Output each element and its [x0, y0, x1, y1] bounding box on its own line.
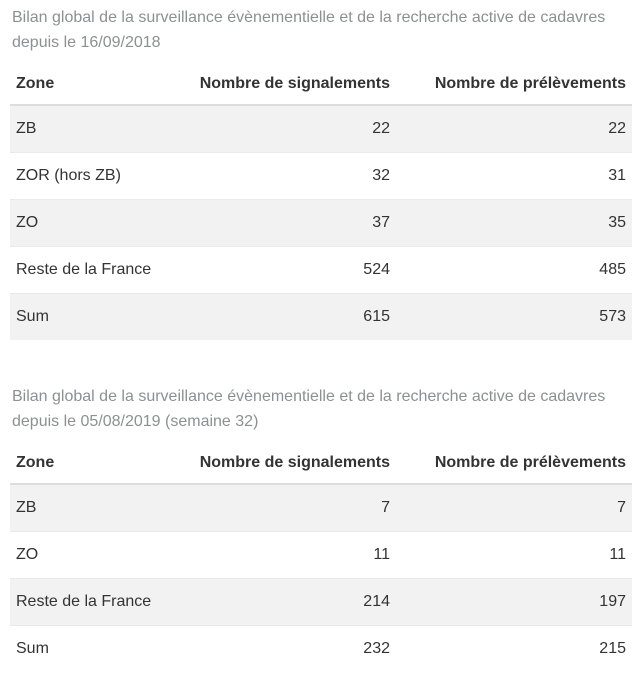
column-header-zone: Zone: [10, 446, 180, 485]
cell-signalements: 32: [180, 152, 396, 200]
cell-zone: Sum: [16, 640, 49, 657]
cell-signalements: 232: [363, 640, 390, 657]
table-section-since-week32-2019: Bilan global de la surveillance évènemen…: [10, 381, 632, 672]
table-row-sum: Sum 615 573: [10, 293, 632, 340]
table-header-row: Zone Nombre de signalements Nombre de pr…: [10, 67, 632, 106]
cell-zone: Reste de la France: [10, 578, 180, 626]
column-header-prelevements: Nombre de prélèvements: [396, 446, 632, 485]
cell-zone: ZOR (hors ZB): [10, 152, 180, 200]
cell-prelevements: 7: [396, 484, 632, 532]
cell-prelevements: 215: [599, 640, 626, 657]
table-row: ZB 7 7: [10, 484, 632, 532]
table-row: ZB 22 22: [10, 105, 632, 153]
cell-prelevements: 35: [396, 199, 632, 247]
column-header-zone: Zone: [10, 67, 180, 106]
column-header-signalements: Nombre de signalements: [180, 446, 396, 485]
cell-zone: ZB: [10, 484, 180, 532]
table-header-row: Zone Nombre de signalements Nombre de pr…: [10, 446, 632, 485]
cell-prelevements: 31: [396, 152, 632, 200]
cell-signalements: 37: [180, 199, 396, 247]
cell-zone: Sum: [16, 308, 49, 325]
cell-prelevements: 573: [599, 308, 626, 325]
cell-prelevements: 485: [396, 246, 632, 294]
cell-zone: ZB: [10, 105, 180, 153]
table-row: Reste de la France 524 485: [10, 246, 632, 294]
cell-signalements: 615: [363, 308, 390, 325]
cell-signalements: 7: [180, 484, 396, 532]
column-header-prelevements: Nombre de prélèvements: [396, 67, 632, 106]
cell-prelevements: 22: [396, 105, 632, 153]
surveillance-table-since-week32-2019: Zone Nombre de signalements Nombre de pr…: [10, 446, 632, 672]
cell-zone: Reste de la France: [10, 246, 180, 294]
cell-zone: ZO: [10, 531, 180, 579]
table-row-sum: Sum 232 215: [10, 626, 632, 673]
surveillance-table-since-2018: Zone Nombre de signalements Nombre de pr…: [10, 67, 632, 340]
table-title: Bilan global de la surveillance évènemen…: [12, 388, 606, 430]
table-title: Bilan global de la surveillance évènemen…: [12, 9, 606, 51]
surveillance-report: Bilan global de la surveillance évènemen…: [10, 2, 632, 672]
column-header-signalements: Nombre de signalements: [180, 67, 396, 106]
table-section-since-2018: Bilan global de la surveillance évènemen…: [10, 2, 632, 340]
table-row: Reste de la France 214 197: [10, 578, 632, 626]
table-row: ZOR (hors ZB) 32 31: [10, 152, 632, 200]
cell-prelevements: 197: [396, 578, 632, 626]
cell-prelevements: 11: [396, 531, 632, 579]
cell-signalements: 524: [180, 246, 396, 294]
cell-signalements: 22: [180, 105, 396, 153]
table-row: ZO 37 35: [10, 199, 632, 247]
cell-signalements: 214: [180, 578, 396, 626]
cell-signalements: 11: [180, 531, 396, 579]
cell-zone: ZO: [10, 199, 180, 247]
table-row: ZO 11 11: [10, 531, 632, 579]
